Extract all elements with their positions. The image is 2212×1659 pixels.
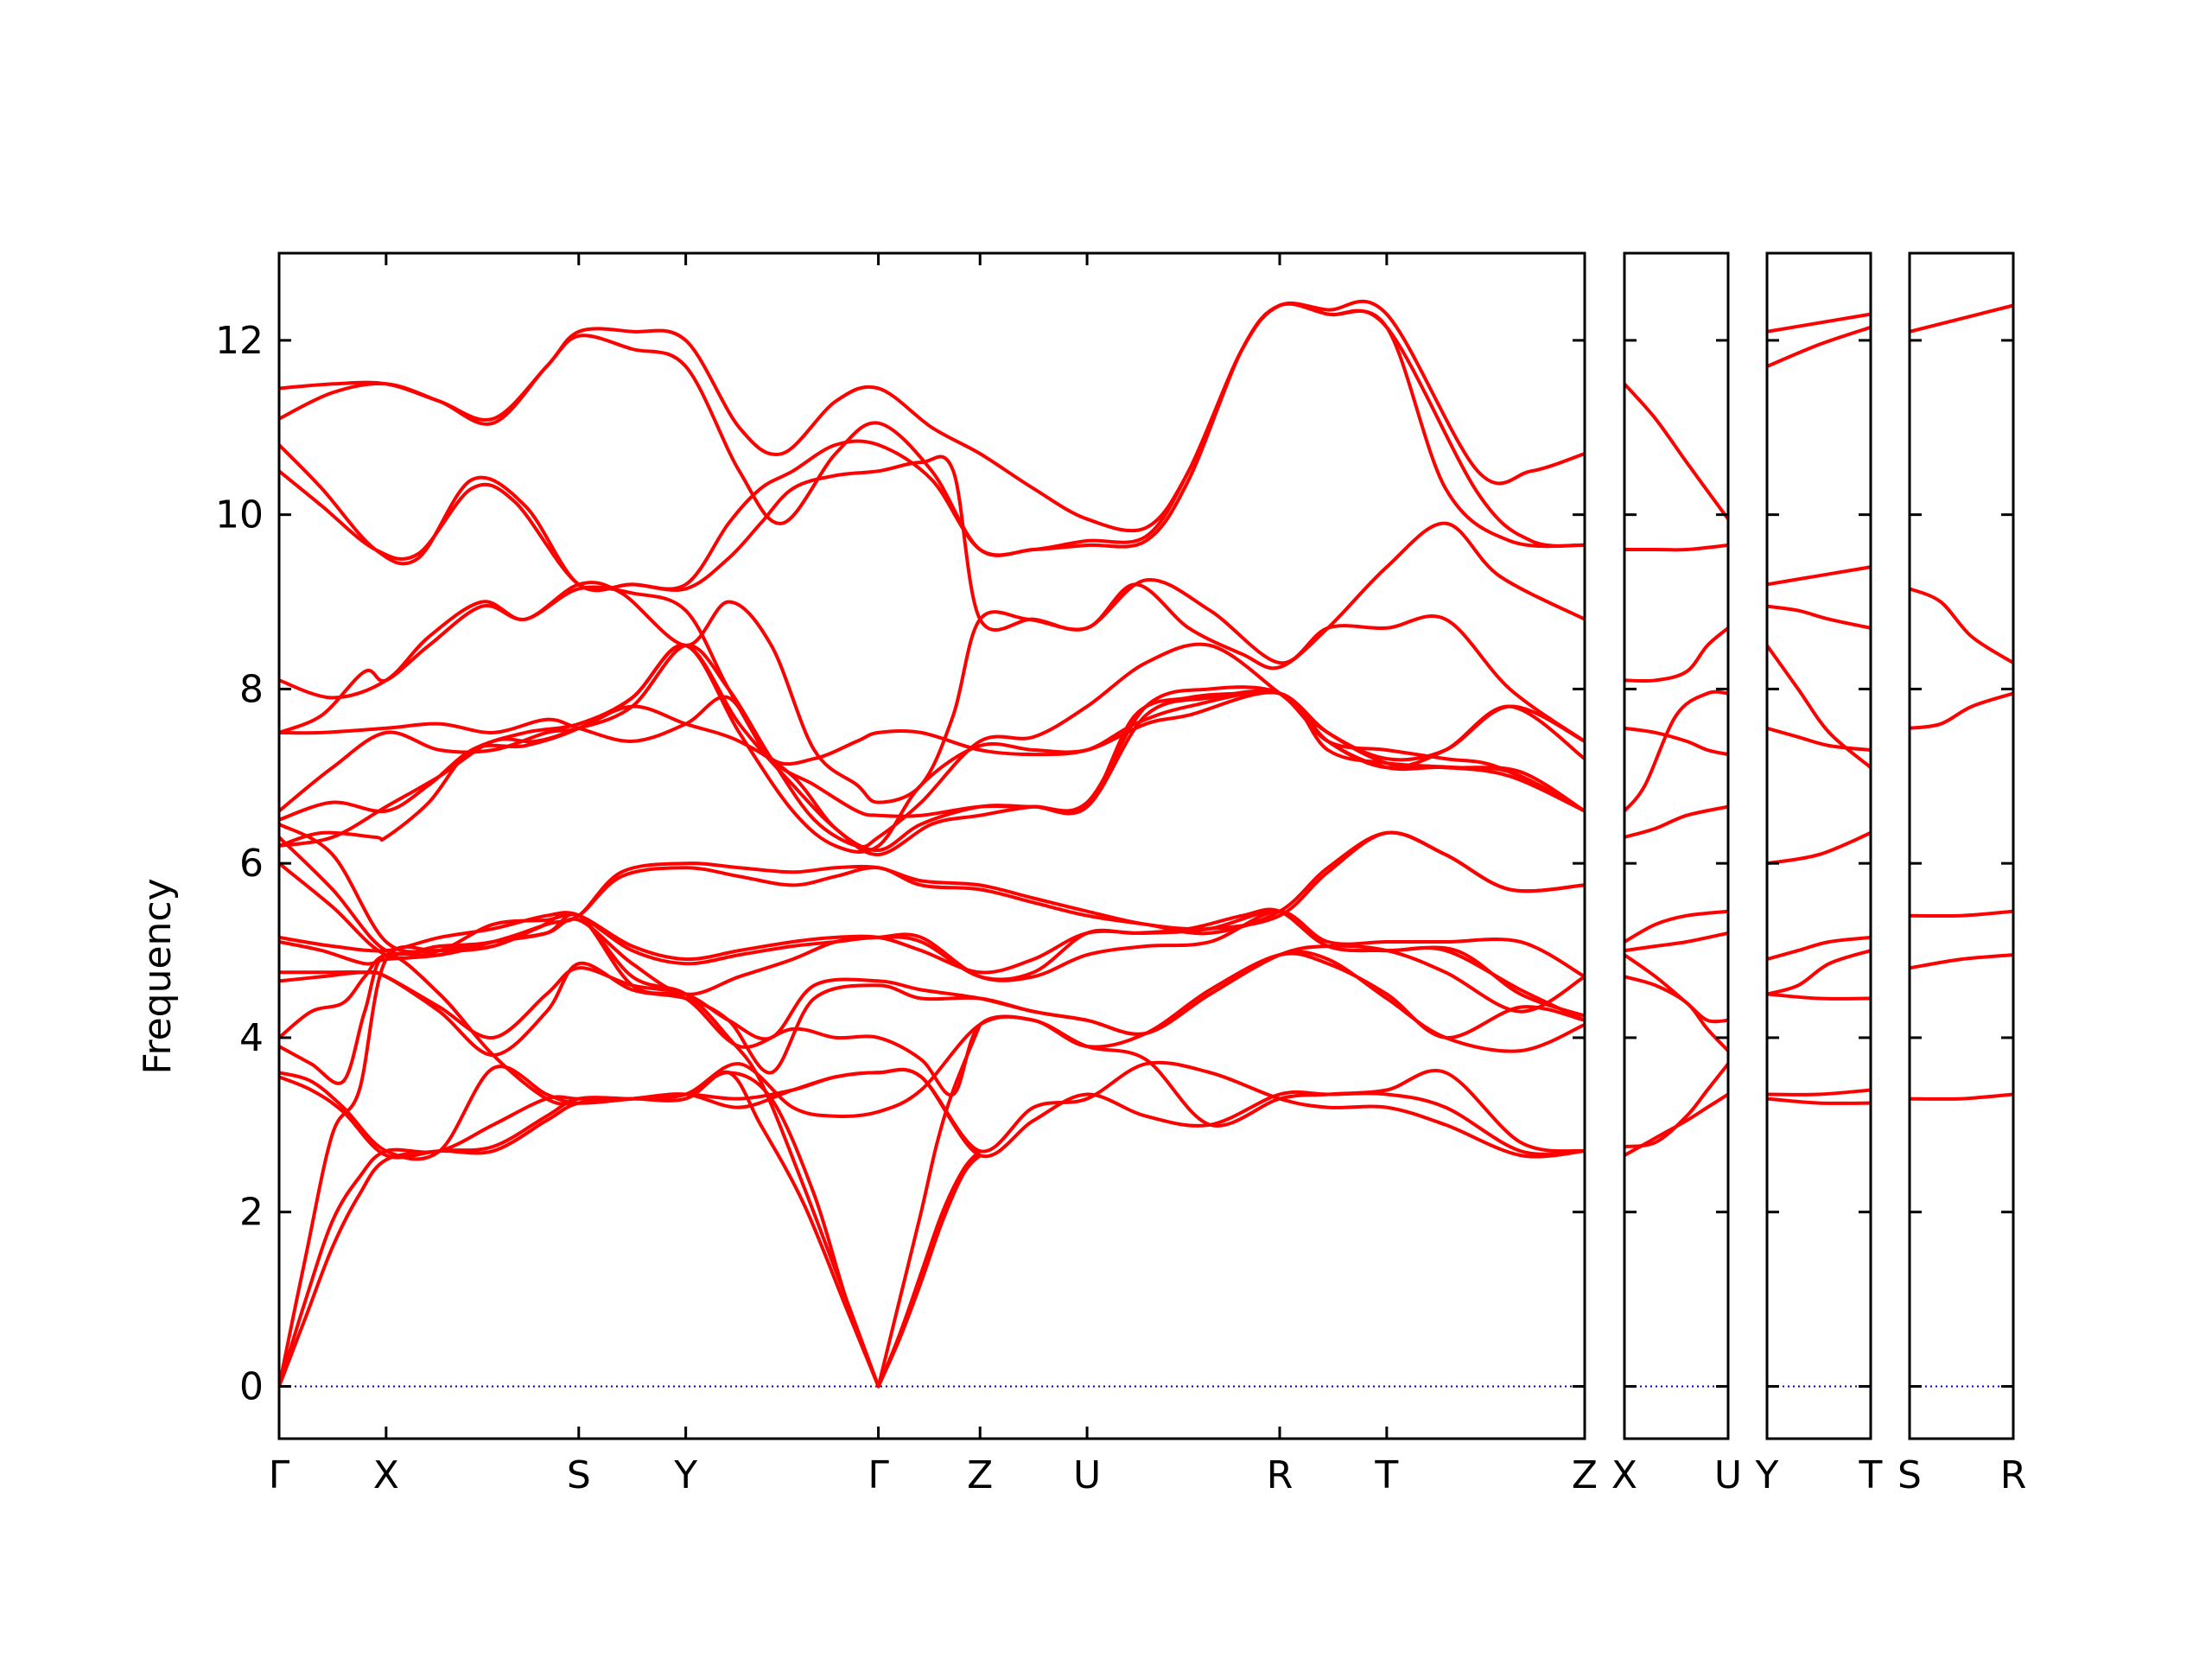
band-line-12 <box>1624 1092 1728 1158</box>
band-line-6 <box>279 585 1585 818</box>
x-tick-label: R <box>2000 1453 2027 1497</box>
band-line-6 <box>1910 1092 2013 1101</box>
band-line-16 <box>279 909 1585 1022</box>
band-line-5 <box>1910 953 2013 970</box>
band-line-18 <box>279 950 1585 1075</box>
x-tick-label: X <box>373 1453 399 1497</box>
band-line-2 <box>1767 325 1871 369</box>
band-line-2 <box>1624 543 1728 552</box>
band-line-3 <box>279 302 1585 593</box>
y-tick-label: 8 <box>239 667 264 711</box>
x-tick-label: Y <box>673 1453 697 1497</box>
band-line-11 <box>1767 1088 1871 1096</box>
y-tick-label: 12 <box>215 319 264 363</box>
band-line-23 <box>279 1071 880 1389</box>
x-tick-label: R <box>1267 1453 1294 1497</box>
band-line-10 <box>279 689 1585 853</box>
band-line-1 <box>1910 303 2013 334</box>
band-line-5 <box>1624 690 1728 813</box>
band-lines <box>1624 382 1728 1158</box>
band-line-20 <box>279 953 1585 1154</box>
band-line-4 <box>1910 909 2013 918</box>
band-line-4 <box>279 454 1585 743</box>
axes-frame <box>1908 251 2015 1440</box>
band-line-6 <box>1624 804 1728 839</box>
band-line-10 <box>1624 975 1728 1053</box>
band-line-9 <box>1624 953 1728 1024</box>
y-tick-label: 10 <box>215 493 264 537</box>
band-line-14 <box>279 861 1585 979</box>
band-line-2 <box>279 302 1585 557</box>
band-lines <box>1910 303 2013 1101</box>
band-line-5 <box>1767 644 1871 770</box>
band-line-6 <box>1767 726 1871 752</box>
band-line-24 <box>279 1070 880 1389</box>
axes-frame <box>277 251 1586 1440</box>
y-tick-label: 0 <box>239 1364 264 1408</box>
y-tick-label: 6 <box>239 842 264 886</box>
band-line-8 <box>1624 931 1728 953</box>
band-line-4 <box>1624 726 1728 757</box>
band-line-28 <box>876 1022 982 1389</box>
y-axis-title: Frequency <box>136 878 180 1074</box>
band-line-10 <box>1767 992 1871 1001</box>
band-line-3 <box>1767 565 1871 587</box>
band-lines <box>279 299 1585 1389</box>
band-line-3 <box>1624 626 1728 683</box>
band-line-1 <box>1767 312 1871 334</box>
band-line-4 <box>1767 604 1871 630</box>
x-tick-label: Y <box>1755 1453 1779 1497</box>
panel-main: 0 2 4 6 8 10 12 Γ X S Y Γ Z U R T Z <box>215 251 1598 1497</box>
x-tick-label: Z <box>967 1453 993 1497</box>
band-line-2 <box>1910 587 2013 665</box>
band-line-1 <box>279 299 1585 533</box>
band-line-8 <box>279 642 1585 849</box>
band-line-25 <box>279 912 880 1389</box>
band-line-17 <box>279 944 1585 1041</box>
band-line-11 <box>279 643 1585 857</box>
band-line-1 <box>1624 382 1728 521</box>
y-tick-label: 2 <box>239 1191 264 1235</box>
x-tick-label: Z <box>1572 1453 1598 1497</box>
x-tick-label: T <box>1859 1453 1883 1497</box>
band-line-7 <box>1767 830 1871 866</box>
axes-frame <box>1765 251 1872 1440</box>
band-line-7 <box>279 690 1585 770</box>
axes-frame <box>1623 251 1730 1440</box>
x-tick-label: U <box>1714 1453 1742 1497</box>
band-line-13 <box>279 830 1585 957</box>
band-line-12 <box>1767 1096 1871 1105</box>
x-tick-label: U <box>1073 1453 1101 1497</box>
band-line-7 <box>1624 909 1728 944</box>
band-line-3 <box>1910 691 2013 730</box>
band-line-9 <box>1767 949 1871 996</box>
band-line-27 <box>876 1154 982 1389</box>
band-lines <box>1767 312 1871 1105</box>
band-line-19 <box>279 911 1585 1097</box>
x-tick-label: S <box>567 1453 591 1497</box>
x-tick-label: T <box>1374 1453 1398 1497</box>
y-tick-label: 4 <box>239 1016 264 1060</box>
band-line-8 <box>1767 935 1871 962</box>
x-tick-label: S <box>1897 1453 1922 1497</box>
x-tick-label: X <box>1611 1453 1637 1497</box>
x-tick-label: Γ <box>868 1453 889 1497</box>
x-tick-label: Γ <box>269 1453 290 1497</box>
